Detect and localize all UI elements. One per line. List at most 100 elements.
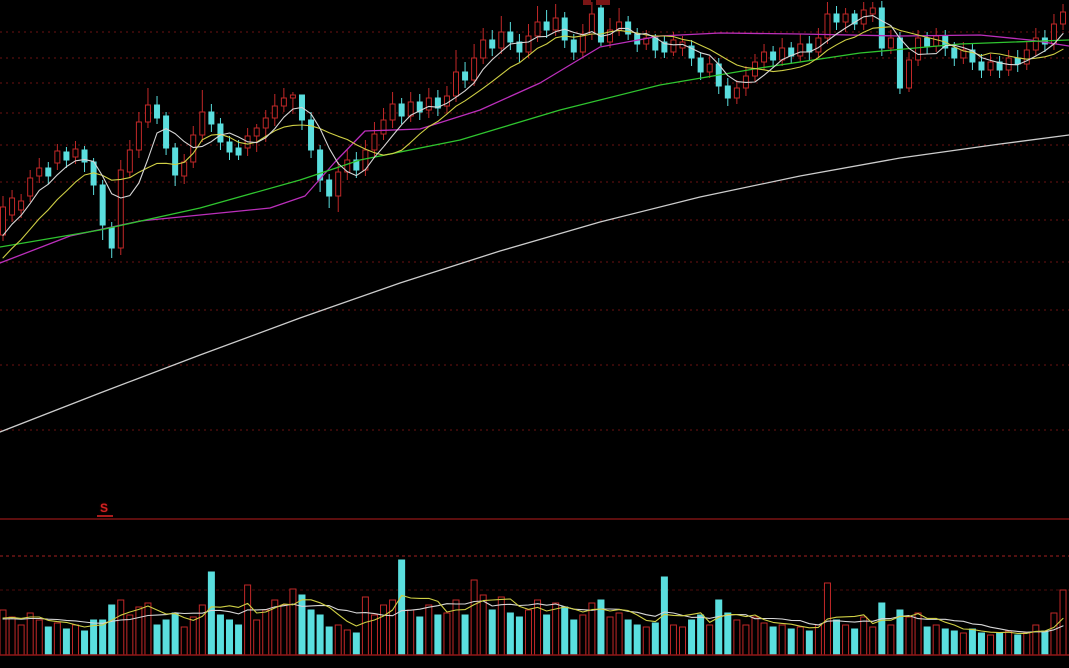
candle-body [851,13,858,25]
volume-bar [506,612,514,656]
volume-bar [905,616,913,656]
volume-bar [950,630,958,656]
candle-body [597,7,604,43]
candle-body [9,197,16,216]
candle-body [144,104,151,123]
volume-bar [189,616,197,656]
candle-body [706,63,713,73]
volume-bar [1023,632,1031,656]
volume-bar [769,626,777,656]
candle-body [869,7,876,15]
volume-bar [0,609,7,656]
candle-body [434,97,441,109]
volume-bar [524,609,532,656]
volume-bar [860,616,868,656]
volume-bar [597,599,605,656]
ma-line-ma20 [0,32,1069,264]
candle-body [570,39,577,53]
candle-body [824,13,831,39]
candle-body [996,61,1003,71]
candle-body [634,33,641,45]
candle-body [163,115,170,149]
volume-vol-ma5 [2,594,1064,634]
candle-body [398,103,405,117]
ma-line-longterm [0,134,1069,433]
longterm-ma-layer [0,134,1069,433]
volume-bar [407,609,415,656]
volume-bar [262,609,270,656]
volume-bar [425,604,433,656]
candle-body [326,179,333,197]
volume-bar [878,602,886,656]
volume-bar [380,604,388,656]
candle-body [117,169,124,249]
volume-bar [298,594,306,656]
candle-body [1032,37,1039,51]
volume-bar [361,596,369,656]
candle-body [525,35,532,53]
gridlines-layer [0,31,1069,591]
volume-bar [543,614,551,656]
volume-bar [81,630,89,656]
candle-body [190,134,197,163]
volume-bar [153,624,161,656]
volume-bar [787,628,795,656]
volume-bar [887,624,895,656]
volume-bar [833,619,841,656]
volume-bar [959,632,967,656]
volume-bar [416,616,424,656]
volume-bar [851,628,859,656]
volume-bar [44,626,52,656]
volume-bar [624,619,632,656]
candle-body [181,161,188,177]
volume-bar [987,634,995,656]
candle-body [969,49,976,63]
candle-body [543,21,550,31]
volume-bar [751,616,759,656]
volume-bar [389,599,397,656]
volume-bar [1005,630,1013,656]
candle-body [289,94,296,99]
volume-bar [162,619,170,656]
volume-bar [706,624,714,656]
volume-bar [814,624,822,656]
candle-body [489,39,496,49]
volume-bar [307,609,315,656]
price-level-line-layer [0,515,1069,520]
volume-bar [679,626,686,656]
candle-body [108,227,115,249]
volume-bar [996,632,1004,656]
candle-body [896,37,903,89]
volume-bar [144,602,152,656]
sell-signal-marker: S [100,501,109,515]
volume-bar [561,606,569,656]
candle-body [498,31,505,49]
candle-body [588,13,595,35]
volume-bar [126,614,134,656]
candle-body [724,85,731,99]
volume-panel-bars [0,559,1069,656]
ma-line-ma60 [0,39,1069,248]
ma-line-ma5 [2,15,1064,236]
candle-body [1023,49,1030,65]
candle-body [733,87,740,99]
volume-bar [8,616,16,656]
volume-bar [742,624,750,656]
volume-bar [244,584,252,656]
candle-body [652,37,659,51]
volume-bar [733,619,741,656]
volume-bar [62,628,70,656]
volume-bar [968,628,976,656]
candle-body [915,37,922,61]
volume-bar [941,628,949,656]
volume-bar [805,630,813,656]
candle-body [697,57,704,73]
candle-body [271,105,278,119]
volume-bar [688,619,696,656]
candle-body [688,45,695,59]
candle-body [471,57,478,81]
candle-body [480,39,487,59]
volume-bar [923,626,931,656]
